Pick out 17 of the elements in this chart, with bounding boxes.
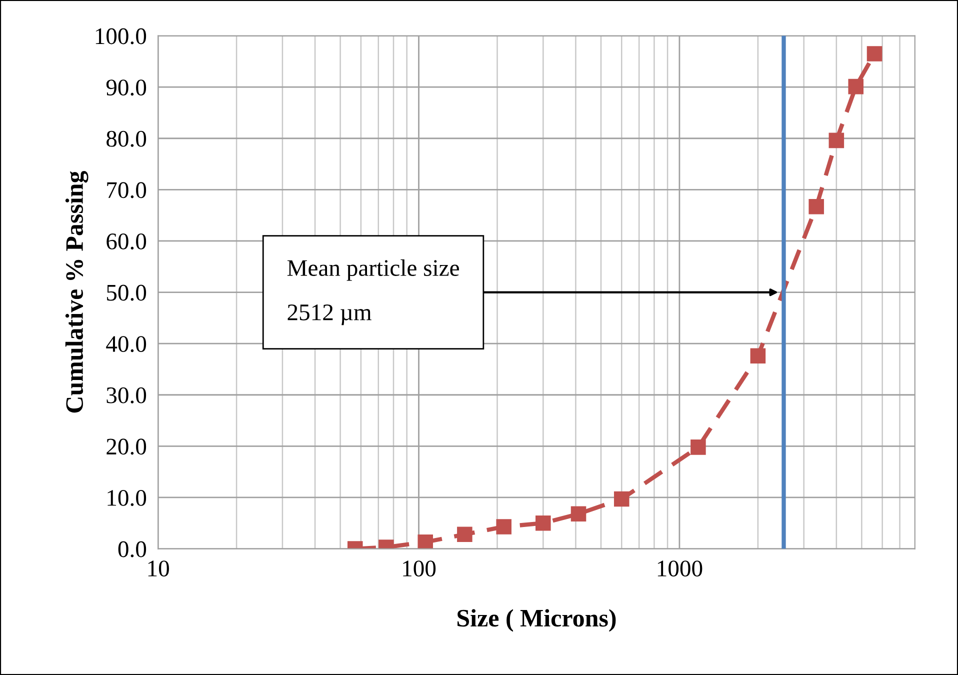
- y-tick-label: 50.0: [107, 284, 146, 301]
- y-tick-label: 100.0: [96, 28, 146, 44]
- y-tick-label: 60.0: [106, 233, 146, 250]
- y-tick-label: 30.0: [106, 387, 146, 404]
- y-tick-label: 90.0: [106, 80, 146, 96]
- x-tick-label: 100: [403, 560, 436, 576]
- y-axis-title: Cumulative % Passing: [65, 170, 88, 413]
- y-tick-label: 80.0: [106, 130, 146, 147]
- x-axis-title: Size ( Microns): [458, 609, 616, 632]
- y-tick-label: 20.0: [106, 438, 146, 455]
- x-tick-label: 1000: [658, 560, 702, 576]
- annotation: Mean particle size 2512 µm: [287, 259, 459, 326]
- y-tick-label: 40.0: [106, 336, 146, 352]
- y-tick-label: 70.0: [107, 182, 146, 198]
- y-tick-label: 10.0: [108, 490, 146, 506]
- x-tick-label: 10: [148, 560, 169, 576]
- y-tick-label: 0.0: [118, 541, 146, 558]
